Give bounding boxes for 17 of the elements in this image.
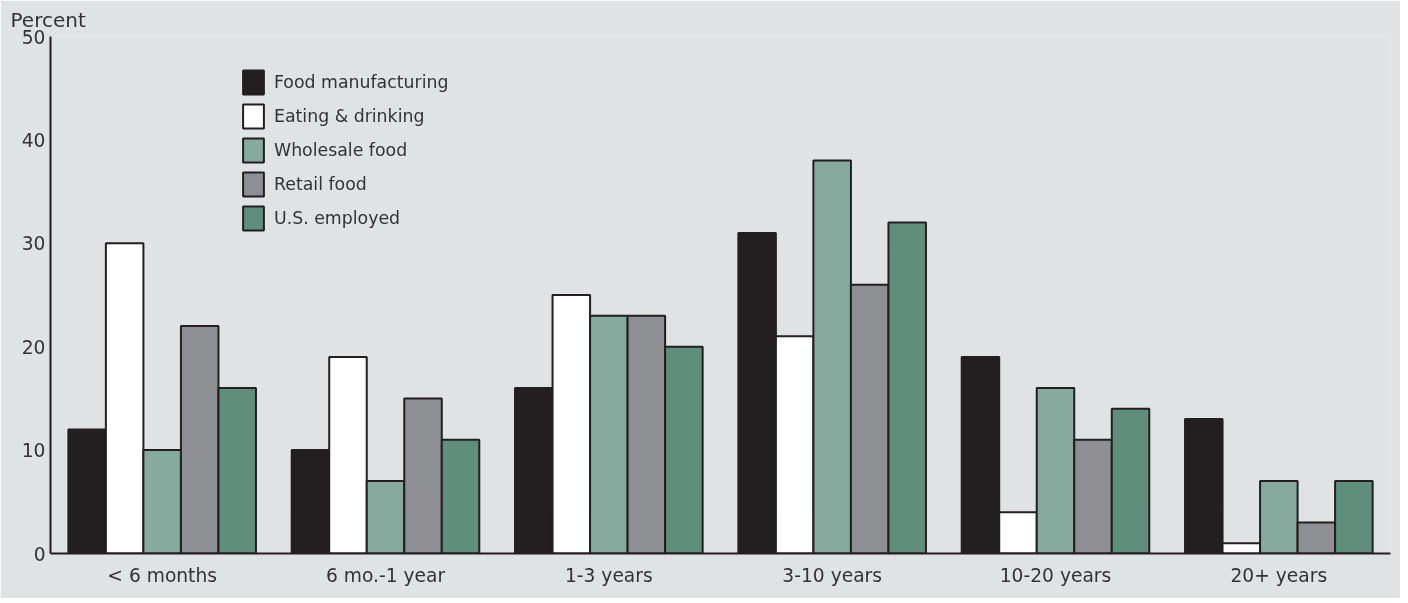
x-tick-label: 10-20 years — [999, 564, 1112, 586]
y-tick-label: 0 — [33, 543, 46, 565]
legend-label: U.S. employed — [274, 208, 401, 228]
x-tick-label: 3-10 years — [782, 564, 882, 586]
y-tick-label: 50 — [21, 26, 46, 48]
x-tick-label: 20+ years — [1230, 564, 1328, 586]
x-tick-label: < 6 months — [107, 564, 217, 586]
x-tick-label: 6 mo.-1 year — [325, 564, 446, 586]
y-tick-label: 20 — [21, 336, 46, 358]
legend-label: Eating & drinking — [274, 106, 425, 126]
y-tick-label: 40 — [21, 129, 46, 151]
legend-label: Retail food — [274, 174, 367, 194]
y-tick-label: 10 — [21, 440, 46, 462]
legend-label: Wholesale food — [274, 140, 408, 160]
y-tick-label: 30 — [21, 233, 46, 255]
x-tick-label: 1-3 years — [564, 564, 653, 586]
legend-label: Food manufacturing — [274, 72, 449, 92]
